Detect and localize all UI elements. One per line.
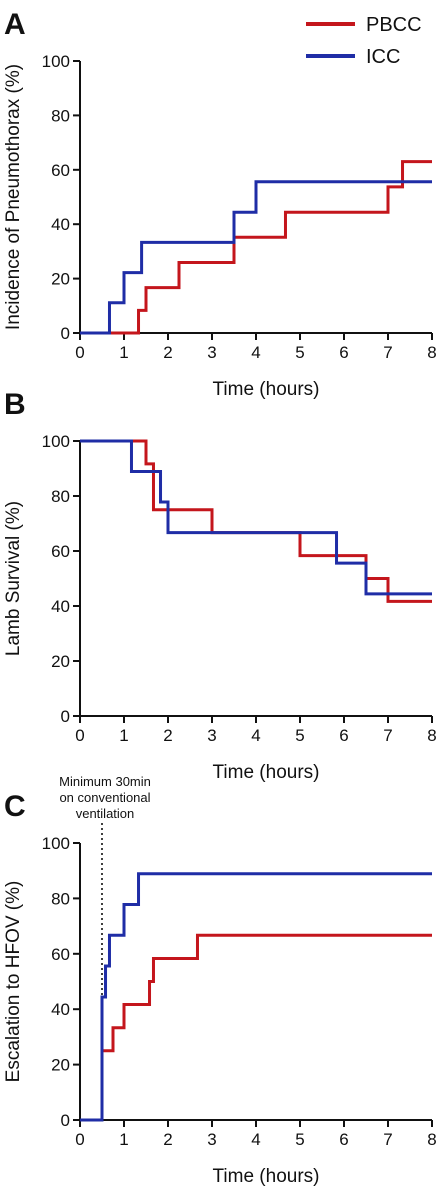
x-tick-label: 1 <box>119 1130 128 1149</box>
y-tick-label: 80 <box>51 106 70 125</box>
series-line-icc <box>80 439 432 596</box>
panel-letter: C <box>4 790 26 823</box>
annotation-text: Minimum 30min <box>59 774 151 789</box>
x-tick-label: 1 <box>119 726 128 745</box>
x-tick-label: 6 <box>339 343 348 362</box>
y-tick-label: 100 <box>42 834 70 853</box>
y-tick-label: 100 <box>42 52 70 71</box>
x-tick-label: 8 <box>427 726 436 745</box>
x-tick-label: 4 <box>251 726 260 745</box>
series-line-pbcc <box>80 933 432 1122</box>
x-tick-label: 4 <box>251 1130 260 1149</box>
panel-letter: B <box>4 388 26 421</box>
y-tick-label: 60 <box>51 161 70 180</box>
y-tick-label: 100 <box>42 432 70 451</box>
x-tick-label: 2 <box>163 343 172 362</box>
panel-a: A 0 20 40 60 80 100 0 1 2 3 4 5 6 7 8 Time (hours) Incide… <box>3 8 437 400</box>
y-axis-title: Lamb Survival (%) <box>3 501 24 656</box>
y-tick-label: 60 <box>51 945 70 964</box>
x-tick-label: 7 <box>383 726 392 745</box>
series-line-icc <box>80 180 432 335</box>
y-tick-label: 0 <box>61 1111 70 1130</box>
legend-label-icc: ICC <box>366 46 400 68</box>
x-tick-label: 8 <box>427 1130 436 1149</box>
panel-c: C 0 20 40 60 80 100 0 1 2 3 4 5 6 7 8 Time (hours) Escala… <box>3 774 437 1187</box>
y-axis-title: Incidence of Pneumothorax (%) <box>3 64 24 330</box>
x-tick-label: 0 <box>75 343 84 362</box>
y-tick-label: 40 <box>51 215 70 234</box>
x-tick-label: 0 <box>75 726 84 745</box>
series-line-pbcc <box>80 160 432 335</box>
x-tick-label: 6 <box>339 1130 348 1149</box>
y-tick-label: 20 <box>51 652 70 671</box>
x-axis-title: Time (hours) <box>213 379 320 400</box>
x-tick-label: 3 <box>207 343 216 362</box>
legend-label-pbcc: PBCC <box>366 14 422 36</box>
x-tick-label: 0 <box>75 1130 84 1149</box>
x-tick-label: 7 <box>383 1130 392 1149</box>
x-axis-title: Time (hours) <box>213 1166 320 1187</box>
y-tick-label: 20 <box>51 270 70 289</box>
x-tick-label: 3 <box>207 726 216 745</box>
x-tick-label: 1 <box>119 343 128 362</box>
x-tick-label: 8 <box>427 343 436 362</box>
x-tick-label: 6 <box>339 726 348 745</box>
x-tick-label: 5 <box>295 1130 304 1149</box>
panel-b: B 0 20 40 60 80 100 0 1 2 3 4 5 6 7 8 Time (hours) Lamb S… <box>3 388 437 783</box>
y-tick-label: 80 <box>51 487 70 506</box>
x-tick-label: 7 <box>383 343 392 362</box>
legend: PBCC ICC <box>306 14 422 68</box>
y-tick-label: 40 <box>51 1000 70 1019</box>
y-tick-label: 40 <box>51 597 70 616</box>
y-tick-label: 60 <box>51 542 70 561</box>
y-tick-label: 0 <box>61 324 70 343</box>
x-tick-label: 5 <box>295 343 304 362</box>
annotation-text: ventilation <box>76 806 135 821</box>
y-tick-label: 20 <box>51 1056 70 1075</box>
annotation-text: on conventional <box>59 790 150 805</box>
series-line-icc <box>80 872 432 1122</box>
x-tick-label: 2 <box>163 726 172 745</box>
x-tick-label: 4 <box>251 343 260 362</box>
y-tick-label: 0 <box>61 707 70 726</box>
x-tick-label: 3 <box>207 1130 216 1149</box>
x-tick-label: 2 <box>163 1130 172 1149</box>
x-axis-title: Time (hours) <box>213 762 320 783</box>
y-tick-label: 80 <box>51 889 70 908</box>
x-tick-label: 5 <box>295 726 304 745</box>
panel-letter: A <box>4 8 26 41</box>
y-axis-title: Escalation to HFOV (%) <box>3 881 24 1083</box>
